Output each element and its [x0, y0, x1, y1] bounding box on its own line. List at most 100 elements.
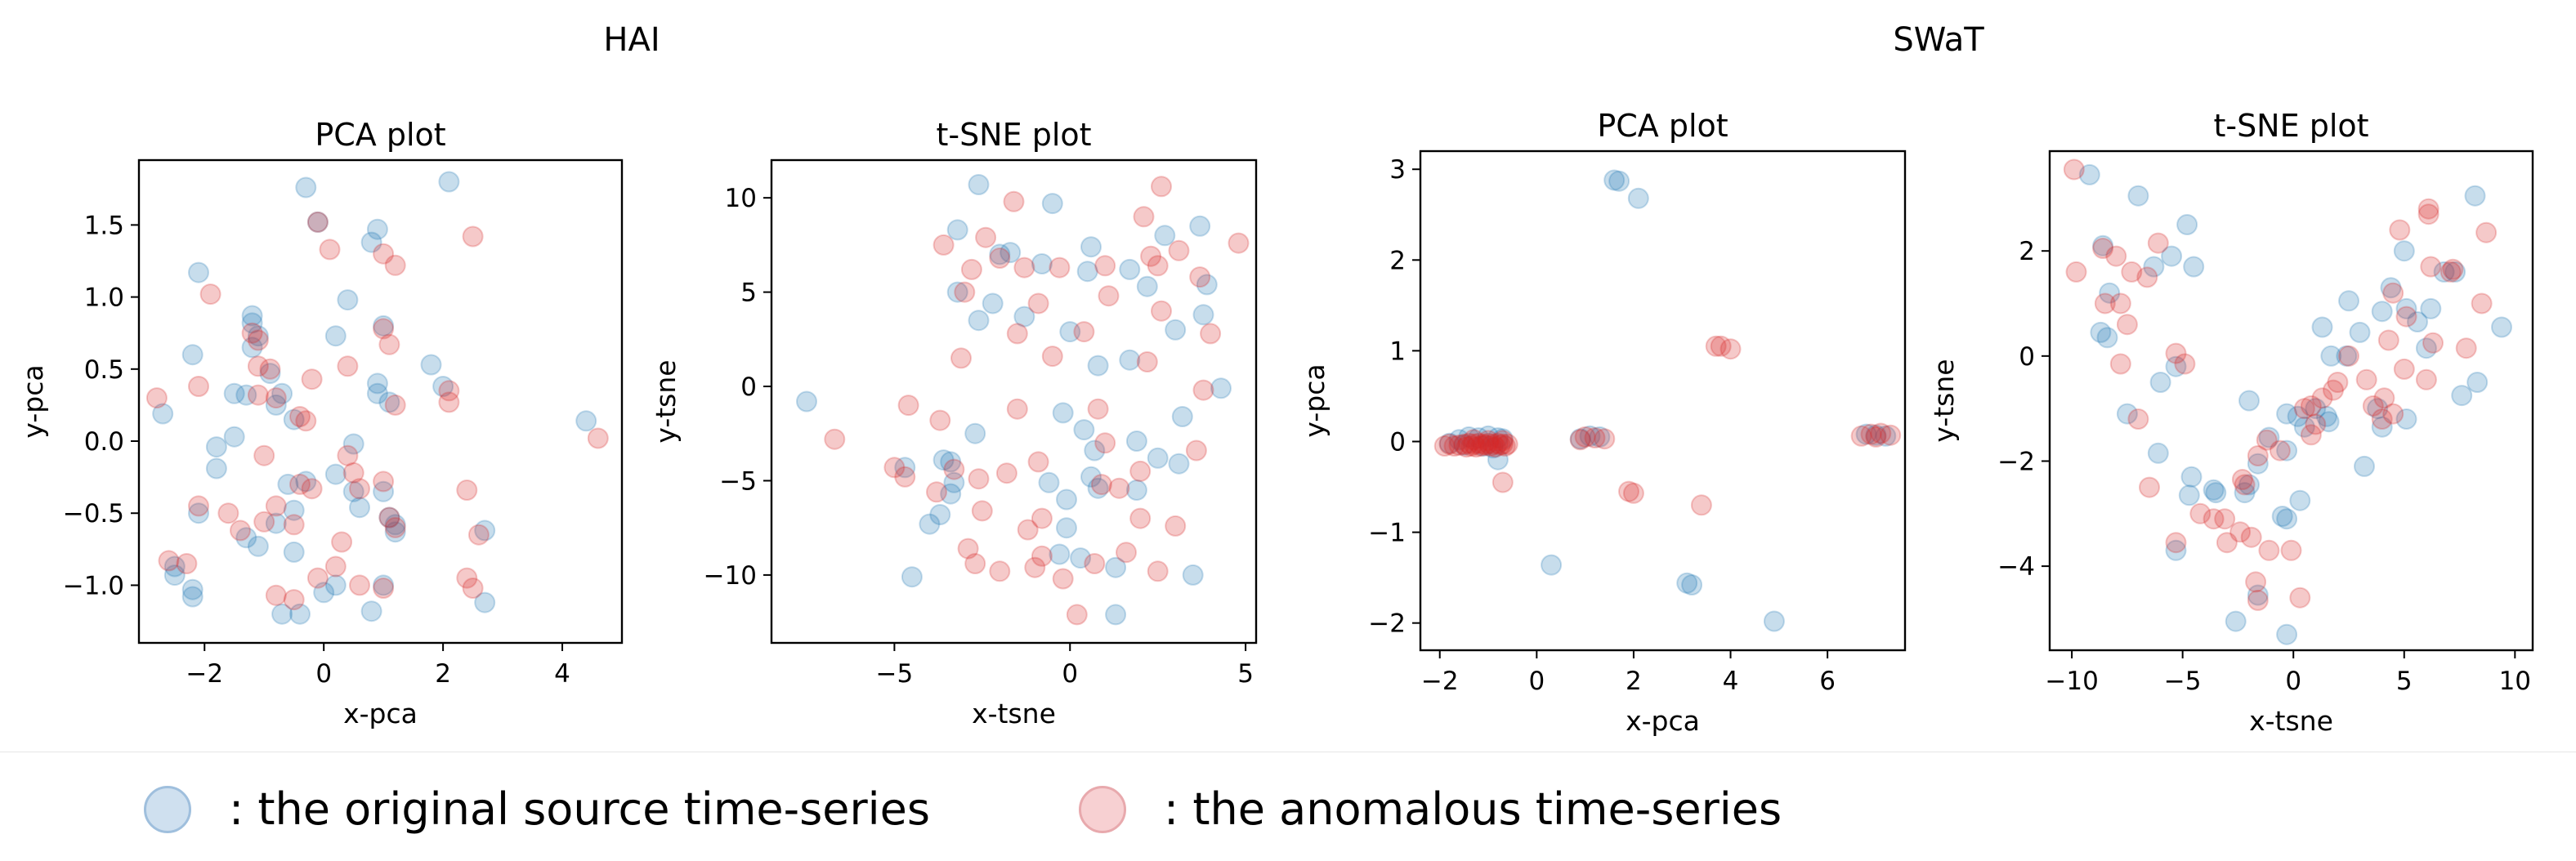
point-anomalous-0 [462, 225, 484, 248]
point-original-16 [2491, 316, 2512, 338]
point-original-12 [1483, 437, 1504, 459]
panel-title: t-SNE plot [2213, 108, 2368, 144]
point-original-8 [1491, 428, 1514, 450]
point-anomalous-29 [349, 478, 370, 500]
point-original-4 [360, 231, 382, 253]
point-anomalous-26 [1491, 471, 1514, 493]
point-original-33 [277, 473, 299, 495]
point-original-22 [1087, 355, 1109, 377]
x-tick-label: 5 [1237, 659, 1254, 689]
point-original-0 [796, 390, 817, 413]
chart-panel-1: −5 0 5 −10 −5 0 5 10 t-SNE plot x-tsne y-tsne [650, 117, 1258, 729]
point-original-7 [241, 305, 263, 327]
point-original-12 [241, 337, 263, 359]
point-original-36 [1038, 471, 1060, 493]
point-anomalous-1 [1438, 433, 1460, 455]
legend-swatch-anomalous [1079, 786, 1126, 833]
point-anomalous-12 [1140, 245, 1162, 267]
point-anomalous-2 [384, 254, 406, 276]
point-original-50 [181, 578, 203, 600]
point-original-43 [1056, 517, 1077, 539]
panel-title: PCA plot [315, 117, 445, 153]
x-tick-label: 5 [2396, 667, 2413, 696]
point-original-34 [2371, 416, 2393, 438]
point-anomalous-16 [2165, 532, 2187, 554]
point-anomalous-28 [2355, 368, 2377, 390]
point-original-4 [1458, 426, 1480, 448]
point-original-22 [1681, 574, 1703, 596]
point-anomalous-26 [2327, 372, 2349, 393]
point-anomalous-20 [289, 406, 311, 427]
point-original-37 [2451, 385, 2473, 407]
point-original-18 [223, 382, 245, 404]
point-original-33 [1084, 439, 1106, 462]
point-anomalous-40 [2417, 203, 2440, 225]
y-tick-label: −2 [1368, 609, 1406, 639]
point-original-12 [2395, 297, 2417, 319]
point-original-35 [943, 471, 965, 493]
x-tick-label: 10 [2499, 667, 2531, 696]
point-original-52 [2165, 539, 2187, 561]
point-original-21 [1676, 572, 1698, 594]
point-anomalous-46 [2280, 539, 2302, 561]
point-anomalous-12 [259, 358, 281, 380]
point-original-32 [1168, 453, 1190, 475]
point-original-5 [1468, 427, 1490, 448]
point-anomalous-4 [1453, 433, 1475, 455]
point-anomalous-36 [384, 516, 406, 538]
point-original-28 [205, 436, 227, 458]
point-anomalous-42 [158, 550, 180, 572]
point-anomalous-33 [265, 495, 287, 517]
point-original-30 [940, 451, 962, 473]
point-anomalous-30 [1594, 428, 1616, 450]
point-original-9 [373, 315, 395, 337]
point-anomalous-7 [1460, 435, 1483, 457]
point-anomalous-6 [373, 318, 395, 340]
group-title-hai: HAI [603, 21, 660, 59]
point-original-37 [1125, 480, 1147, 501]
point-anomalous-16 [188, 376, 209, 397]
point-original-37 [188, 502, 209, 524]
point-original-17 [2371, 301, 2393, 323]
point-original-5 [2143, 256, 2165, 278]
point-original-19 [1875, 425, 1897, 447]
point-anomalous-48 [373, 578, 395, 599]
point-anomalous-21 [2269, 439, 2291, 462]
point-original-23 [2096, 327, 2118, 349]
point-anomalous-3 [975, 226, 997, 248]
point-original-29 [2287, 405, 2309, 427]
point-original-16 [366, 373, 388, 395]
point-original-23 [1210, 377, 1232, 399]
point-anomalous-26 [342, 462, 364, 484]
y-tick-label: 0 [1389, 427, 1406, 457]
point-anomalous-15 [2189, 502, 2212, 524]
point-anomalous-1 [1003, 190, 1025, 212]
y-tick-label: 0.5 [84, 355, 124, 385]
point-anomalous-26 [897, 395, 919, 417]
point-original-14 [2420, 297, 2442, 319]
point-anomalous-32 [188, 495, 209, 517]
y-tick-label: 10 [725, 184, 757, 213]
point-anomalous-21 [1494, 435, 1516, 457]
y-axis-label: y-pca [17, 364, 49, 438]
point-anomalous-18 [1487, 432, 1509, 454]
point-anomalous-35 [2422, 332, 2444, 354]
point-original-25 [152, 403, 174, 425]
point-anomalous-12 [2174, 353, 2196, 375]
point-original-1 [2127, 185, 2149, 207]
point-anomalous-8 [241, 322, 263, 344]
point-anomalous-1 [2065, 261, 2087, 283]
point-anomalous-44 [1031, 507, 1053, 529]
point-anomalous-9 [247, 329, 269, 351]
point-original-35 [373, 480, 395, 502]
point-original-5 [1154, 225, 1176, 247]
point-anomalous-50 [283, 589, 305, 611]
point-original-27 [223, 426, 245, 448]
point-anomalous-43 [2475, 221, 2498, 243]
point-original-11 [1119, 258, 1141, 280]
x-tick-label: −10 [2045, 667, 2098, 696]
x-tick-label: 4 [554, 659, 570, 689]
point-anomalous-31 [1850, 425, 1872, 447]
point-anomalous-59 [2420, 256, 2442, 278]
point-anomalous-2 [2092, 238, 2114, 259]
